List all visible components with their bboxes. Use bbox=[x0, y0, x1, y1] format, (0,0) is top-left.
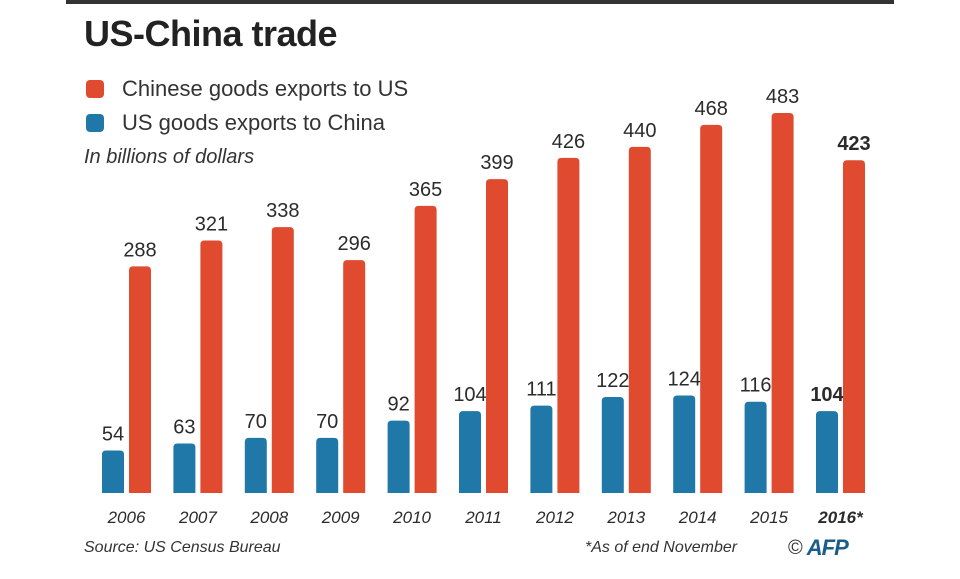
bar-us-exports-2015 bbox=[744, 401, 767, 493]
top-rule bbox=[66, 0, 894, 4]
bar-us-exports-2014 bbox=[673, 395, 696, 493]
legend-label-chinese-exports: Chinese goods exports to US bbox=[122, 76, 409, 101]
source-note: Source: US Census Bureau bbox=[84, 539, 281, 556]
year-label-2008: 2008 bbox=[249, 508, 288, 527]
label-us-exports-2011: 104 bbox=[453, 384, 486, 406]
label-us-exports-2009: 70 bbox=[316, 411, 338, 433]
bar-us-exports-2011 bbox=[459, 411, 481, 493]
label-chinese-exports-2008: 338 bbox=[266, 200, 299, 222]
copyright-icon: © bbox=[788, 536, 803, 559]
bar-us-exports-2009 bbox=[316, 437, 339, 493]
legend-label-us-exports: US goods exports to China bbox=[122, 110, 385, 135]
bar-chinese-exports-2007 bbox=[200, 240, 223, 493]
bar-chinese-exports-2014 bbox=[700, 124, 723, 493]
footnote: *As of end November bbox=[585, 539, 738, 556]
label-chinese-exports-2015: 483 bbox=[766, 86, 799, 108]
legend-item-us-exports: US goods exports to China bbox=[86, 110, 385, 136]
bar-us-exports-2012 bbox=[530, 405, 553, 493]
year-label-2006: 2006 bbox=[107, 508, 146, 527]
bar-us-exports-2007 bbox=[173, 443, 196, 493]
label-chinese-exports-2010: 365 bbox=[409, 179, 442, 201]
label-us-exports-2007: 63 bbox=[173, 416, 195, 438]
label-us-exports-2016: 104 bbox=[810, 384, 844, 406]
units-subtitle: In billions of dollars bbox=[84, 146, 255, 168]
bar-us-exports-2013 bbox=[601, 397, 624, 493]
bar-us-exports-2008 bbox=[244, 437, 267, 493]
chart-title: US-China trade bbox=[84, 13, 338, 54]
bar-chinese-exports-2011 bbox=[486, 179, 508, 494]
year-label-2007: 2007 bbox=[178, 508, 217, 527]
label-chinese-exports-2006: 288 bbox=[123, 239, 156, 261]
bar-chinese-exports-2006 bbox=[129, 266, 151, 493]
year-label-2016: 2016* bbox=[817, 508, 864, 527]
bar-chinese-exports-2009 bbox=[343, 260, 366, 493]
label-us-exports-2012: 111 bbox=[526, 379, 556, 401]
label-chinese-exports-2012: 426 bbox=[552, 131, 585, 153]
bar-us-exports-2016 bbox=[816, 411, 838, 493]
label-chinese-exports-2007: 321 bbox=[195, 213, 228, 235]
bar-chinese-exports-2010 bbox=[414, 205, 437, 494]
label-us-exports-2010: 92 bbox=[387, 394, 409, 416]
legend-item-chinese-exports: Chinese goods exports to US bbox=[86, 76, 408, 102]
legend-swatch-chinese-exports bbox=[86, 80, 104, 98]
afp-logo: AFP bbox=[806, 535, 849, 560]
bar-chinese-exports-2013 bbox=[628, 146, 651, 494]
legend-swatch-us-exports bbox=[86, 114, 104, 132]
label-us-exports-2008: 70 bbox=[245, 411, 267, 433]
label-us-exports-2006: 54 bbox=[102, 424, 124, 446]
label-chinese-exports-2013: 440 bbox=[623, 120, 656, 142]
label-us-exports-2015: 116 bbox=[740, 375, 772, 397]
year-label-2015: 2015 bbox=[749, 508, 788, 527]
bar-us-exports-2006 bbox=[102, 450, 124, 493]
year-label-2010: 2010 bbox=[392, 508, 431, 527]
label-chinese-exports-2016: 423 bbox=[837, 133, 870, 155]
label-us-exports-2014: 124 bbox=[668, 368, 701, 390]
year-label-2014: 2014 bbox=[678, 508, 717, 527]
bar-chinese-exports-2008 bbox=[271, 227, 294, 493]
year-label-2012: 2012 bbox=[535, 508, 574, 527]
bar-chinese-exports-2015 bbox=[771, 113, 794, 494]
year-label-2013: 2013 bbox=[606, 508, 645, 527]
year-label-2009: 2009 bbox=[321, 508, 360, 527]
year-label-2011: 2011 bbox=[464, 508, 502, 527]
bar-chinese-exports-2012 bbox=[557, 157, 580, 494]
label-us-exports-2013: 122 bbox=[596, 370, 629, 392]
label-chinese-exports-2014: 468 bbox=[695, 98, 728, 120]
label-chinese-exports-2009: 296 bbox=[338, 233, 371, 255]
bar-us-exports-2010 bbox=[387, 420, 410, 493]
label-chinese-exports-2011: 399 bbox=[480, 152, 513, 174]
afp-credit: © AFP bbox=[788, 535, 849, 561]
bar-chinese-exports-2016 bbox=[843, 160, 865, 494]
